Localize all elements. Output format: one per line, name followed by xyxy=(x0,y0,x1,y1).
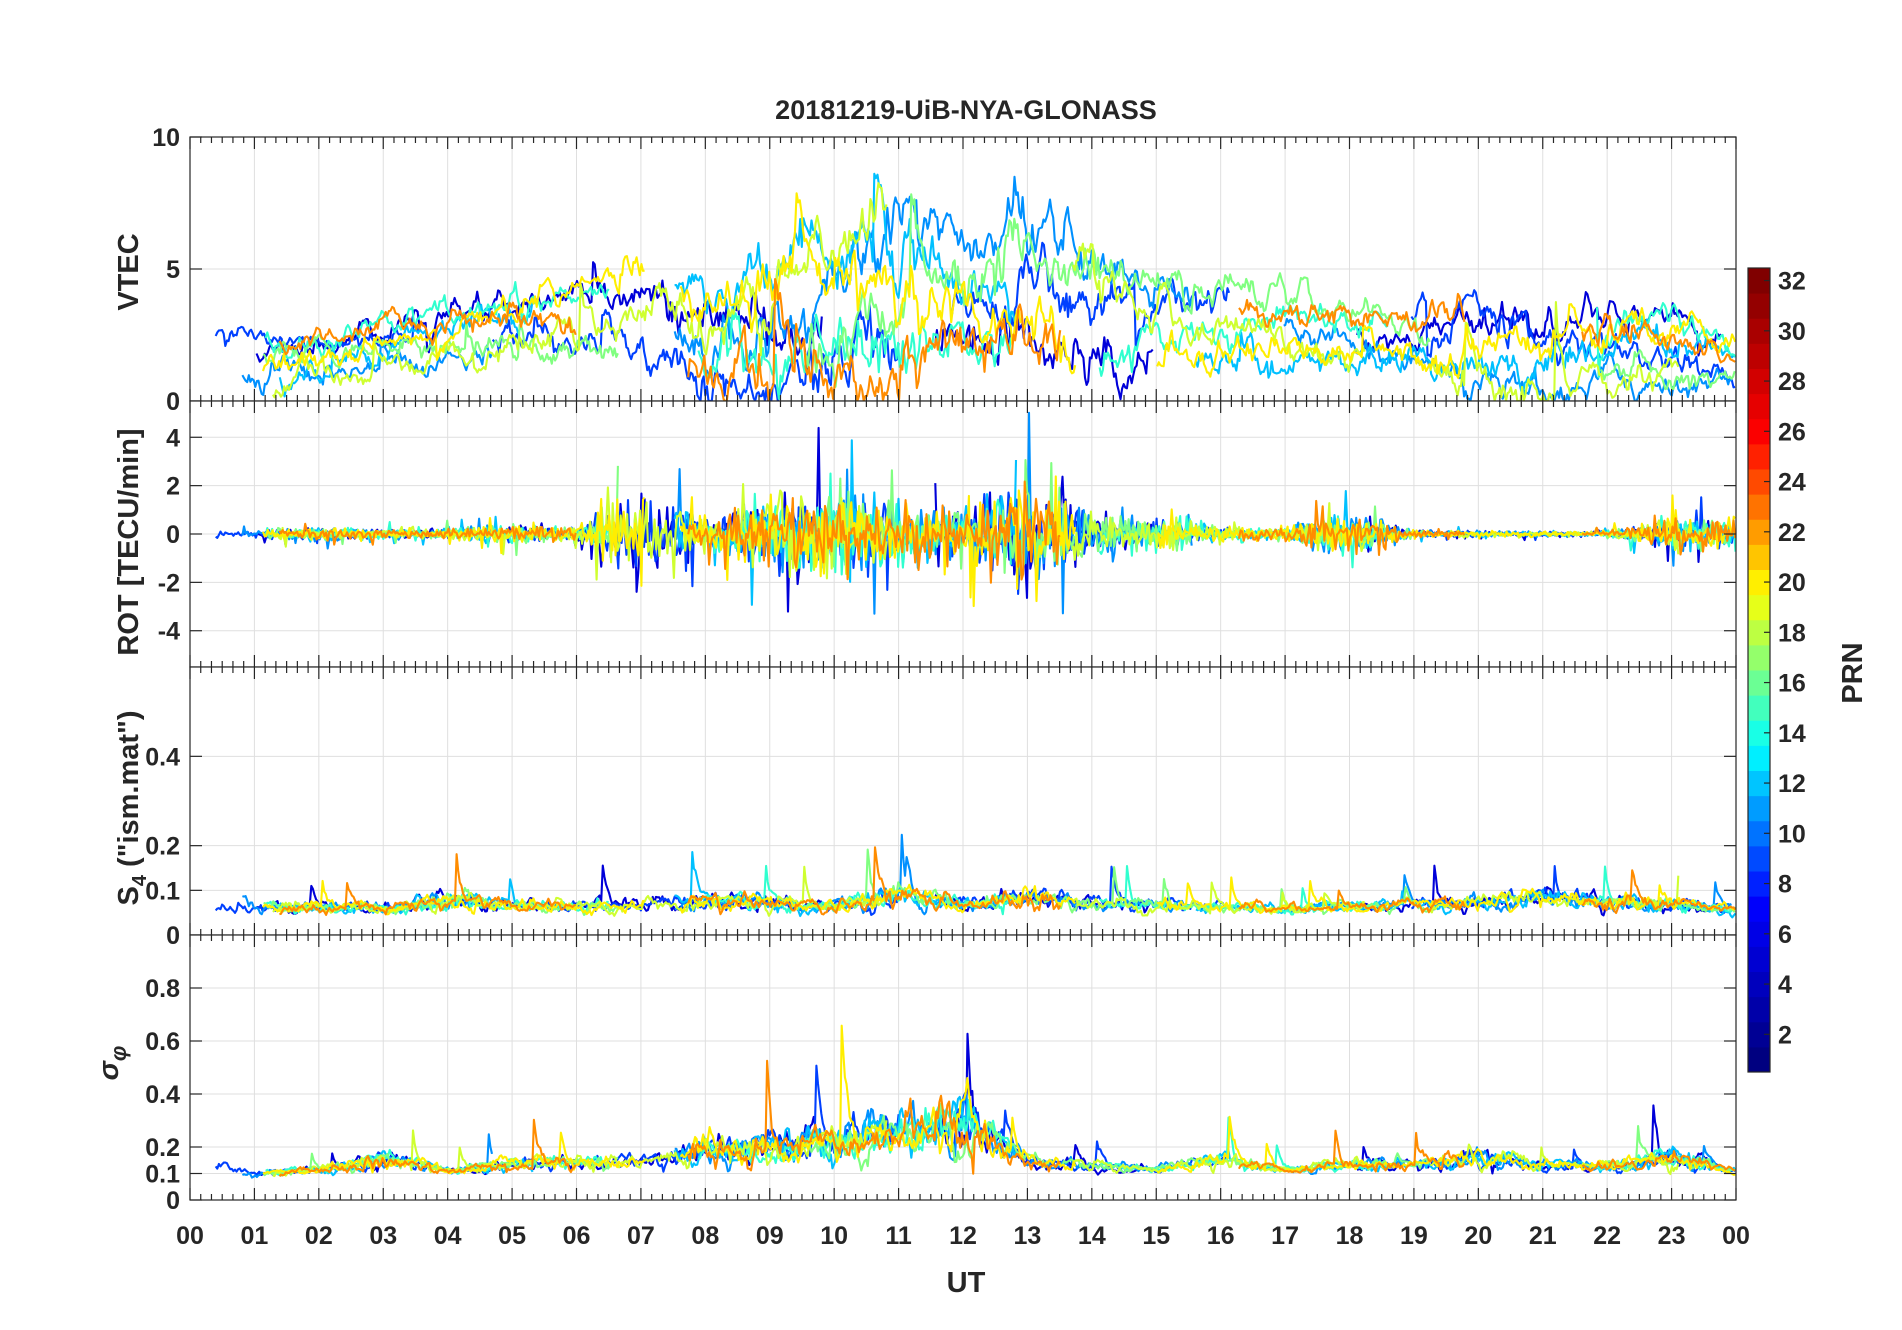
x-tick-label: 08 xyxy=(691,1222,719,1250)
x-tick-label: 21 xyxy=(1529,1222,1557,1250)
colorbar-bin xyxy=(1748,846,1770,872)
x-tick-label: 19 xyxy=(1400,1222,1428,1250)
colorbar-bin xyxy=(1748,896,1770,922)
sigma-phi-label-main: σ xyxy=(93,1059,125,1080)
vtec-y-tick-label: 10 xyxy=(152,124,180,152)
s4-panel: 0 0.1 0.2 0.4 xyxy=(145,667,1736,950)
x-tick-labels: 00 01 02 03 04 05 06 07 08 09 10 11 12 13 14 15 16 17 18 19… xyxy=(176,1222,1750,1250)
sigma-phi-axis-label: σφ xyxy=(93,1046,131,1081)
colorbar-bin xyxy=(1748,1047,1770,1073)
sigma_phi-y-tick-label: 0.2 xyxy=(145,1134,180,1162)
sigma_phi-y-tick-label: 0.1 xyxy=(145,1161,180,1189)
vtec-y-tick-label: 5 xyxy=(166,256,180,284)
x-axis-label: UT xyxy=(947,1267,986,1299)
colorbar-bin xyxy=(1748,745,1770,771)
x-tick-label: 14 xyxy=(1078,1222,1106,1250)
sigma_phi-y-tick-label: 0.8 xyxy=(145,975,180,1003)
colorbar-tick-label: 26 xyxy=(1778,418,1806,446)
colorbar-tick-label: 20 xyxy=(1778,569,1806,597)
colorbar-tick-label: 30 xyxy=(1778,318,1806,346)
x-tick-label: 15 xyxy=(1142,1222,1170,1250)
colorbar-tick-label: 22 xyxy=(1778,519,1806,547)
colorbar-bin xyxy=(1748,645,1770,671)
x-tick-label: 01 xyxy=(241,1222,269,1250)
colorbar-tick-label: 2 xyxy=(1778,1021,1792,1049)
colorbar-bin xyxy=(1748,343,1770,369)
colorbar-tick-label: 32 xyxy=(1778,268,1806,296)
x-tick-label: 10 xyxy=(820,1222,848,1250)
colorbar-tick-label: 24 xyxy=(1778,469,1806,497)
x-tick-label: 22 xyxy=(1593,1222,1621,1250)
sigma-phi-panel: 00.10.2 0.4 0.6 0.8 xyxy=(145,935,1736,1215)
colorbar-tick-label: 18 xyxy=(1778,619,1806,647)
x-tick-label: 09 xyxy=(756,1222,784,1250)
colorbar-tick-label: 12 xyxy=(1778,770,1806,798)
colorbar-tick-label: 16 xyxy=(1778,670,1806,698)
y-axis-labels: VTEC ROT [TECU/min] S4 ("ism.mat") σφ xyxy=(93,233,151,1080)
colorbar-tick-label: 6 xyxy=(1778,921,1792,949)
colorbar-tick-label: 28 xyxy=(1778,368,1806,396)
s4-y-tick-label: 0.4 xyxy=(145,743,180,771)
vtec-panel: 0 5 10 xyxy=(152,124,1736,416)
x-tick-label: 07 xyxy=(627,1222,655,1250)
sigma-phi-label-subscript: φ xyxy=(106,1046,131,1061)
colorbar-bin xyxy=(1748,796,1770,822)
colorbar-tick-label: 8 xyxy=(1778,871,1792,899)
x-tick-label: 12 xyxy=(949,1222,977,1250)
x-tick-label: 20 xyxy=(1464,1222,1492,1250)
rot-y-tick-label: 0 xyxy=(166,521,180,549)
rot-y-tick-label: -2 xyxy=(158,569,180,597)
colorbar-tick-label: 14 xyxy=(1778,720,1806,748)
colorbar-tick-label: 10 xyxy=(1778,820,1806,848)
sigma_phi-y-tick-label: 0.4 xyxy=(145,1081,180,1109)
rot-axis-label: ROT [TECU/min] xyxy=(113,428,145,655)
sigma_phi-y-tick-label: 0 xyxy=(166,1187,180,1215)
rot-panel: -4 -2 0 2 4 xyxy=(158,401,1736,667)
colorbar-label: PRN xyxy=(1837,642,1869,703)
s4-y-tick-label: 0.2 xyxy=(145,833,180,861)
x-tick-label: 11 xyxy=(885,1222,912,1250)
x-tick-label: 03 xyxy=(369,1222,397,1250)
x-tick-label: 02 xyxy=(305,1222,333,1250)
s4-axis-label: S4 ("ism.mat") xyxy=(113,711,151,906)
x-tick-label: 23 xyxy=(1658,1222,1686,1250)
colorbar-bin xyxy=(1748,494,1770,520)
s4-axis-label-rest: ("ism.mat") xyxy=(113,711,145,875)
x-tick-label: 16 xyxy=(1207,1222,1235,1250)
colorbar-bin xyxy=(1748,444,1770,470)
colorbar: 2468101214161820222426283032 xyxy=(1748,268,1806,1073)
chart-title: 20181219-UiB-NYA-GLONASS xyxy=(775,95,1157,125)
vtec-y-tick-label: 0 xyxy=(166,388,180,416)
colorbar-bin xyxy=(1748,544,1770,570)
colorbar-bin xyxy=(1748,595,1770,621)
colorbar-bin xyxy=(1748,946,1770,972)
colorbar-bin xyxy=(1748,695,1770,721)
x-tick-label: 18 xyxy=(1336,1222,1364,1250)
figure: 20181219-UiB-NYA-GLONASS 0510 -4-2024 00… xyxy=(0,0,1902,1330)
colorbar-bin xyxy=(1748,997,1770,1023)
colorbar-tick-label: 4 xyxy=(1778,971,1792,999)
x-tick-label: 00 xyxy=(176,1222,204,1250)
colorbar-bin xyxy=(1748,394,1770,420)
sigma_phi-y-tick-label: 0.6 xyxy=(145,1028,180,1056)
x-tick-label: 04 xyxy=(434,1222,462,1250)
rot-y-tick-label: 4 xyxy=(166,424,180,452)
x-tick-label: 06 xyxy=(563,1222,591,1250)
x-tick-label: 17 xyxy=(1271,1222,1299,1250)
x-tick-label: 00 xyxy=(1722,1222,1750,1250)
x-tick-label: 13 xyxy=(1014,1222,1042,1250)
s4-axis-label-main: S xyxy=(113,886,145,905)
vtec-axis-label: VTEC xyxy=(113,233,145,310)
rot-y-tick-label: 2 xyxy=(166,473,180,501)
s4-y-tick-label: 0 xyxy=(166,922,180,950)
rot-y-tick-label: -4 xyxy=(158,618,180,646)
x-tick-label: 05 xyxy=(498,1222,526,1250)
colorbar-bin xyxy=(1748,293,1770,319)
